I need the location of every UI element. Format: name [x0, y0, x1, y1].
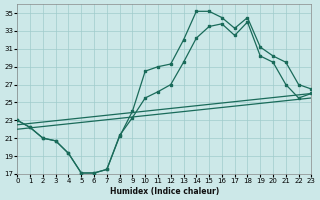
X-axis label: Humidex (Indice chaleur): Humidex (Indice chaleur) [110, 187, 219, 196]
